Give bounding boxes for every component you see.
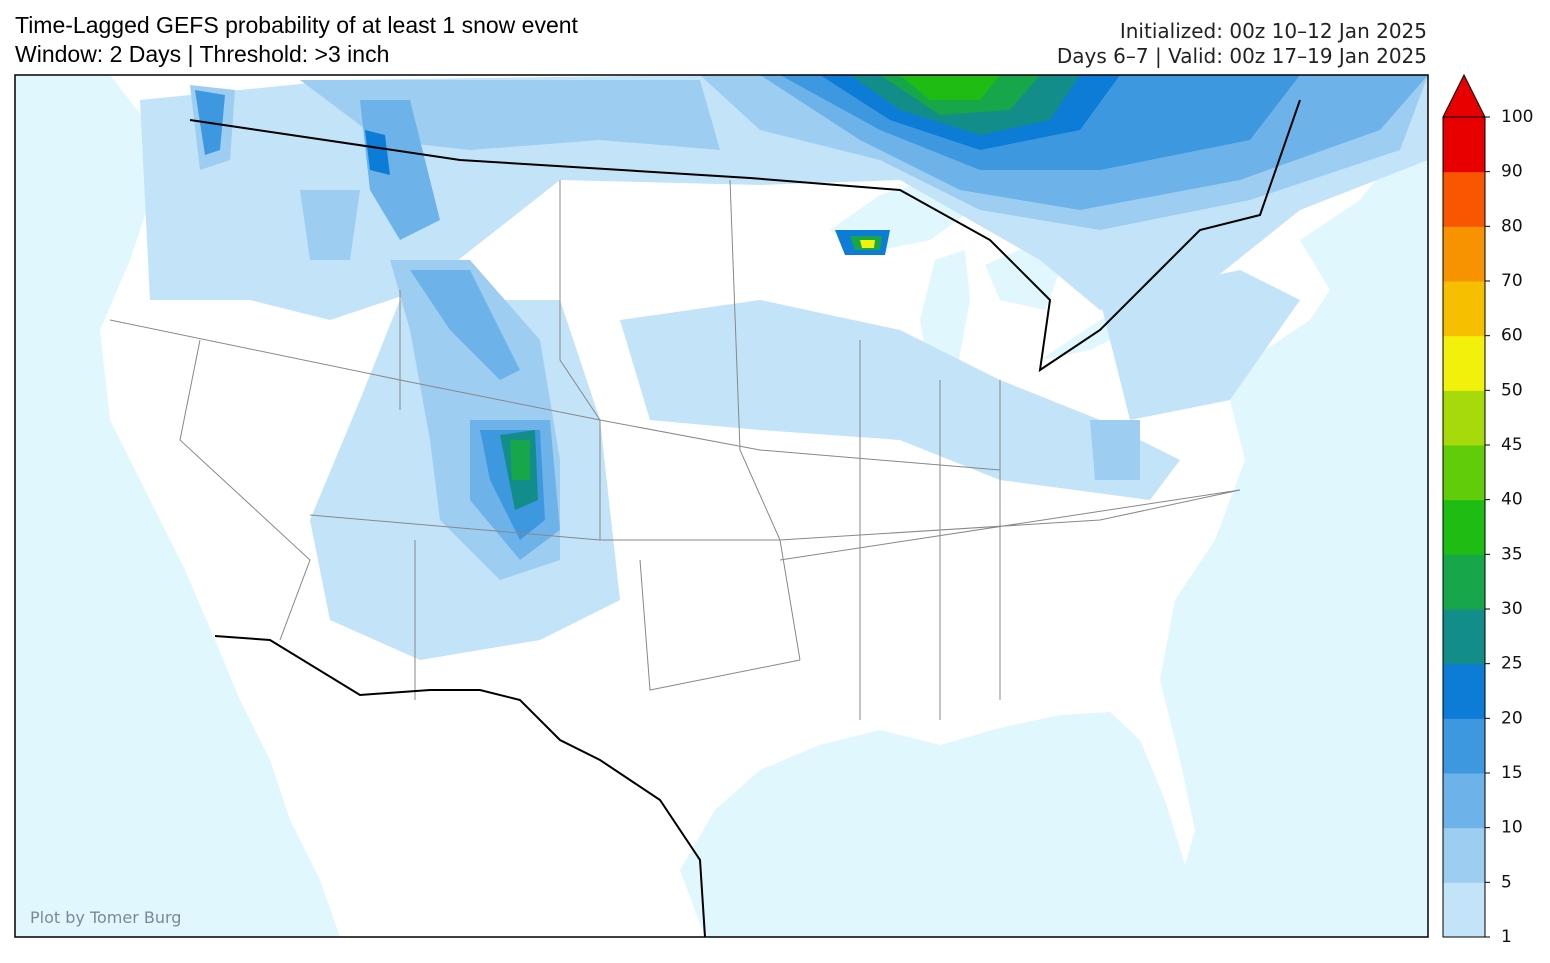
map-frame — [14, 74, 1429, 938]
colorbar-tick-label: 100 — [1501, 107, 1533, 127]
colorbar-bin — [1443, 499, 1485, 555]
snow-contour — [620, 300, 1180, 500]
colorbar-tick-label: 25 — [1501, 654, 1523, 674]
colorbar-tick-label: 10 — [1501, 818, 1523, 838]
colorbar-tick-label: 90 — [1501, 162, 1523, 182]
map: Plot by Tomer Burg — [15, 75, 1428, 937]
valid-text: Days 6–7 | Valid: 00z 17–19 Jan 2025 — [1057, 44, 1427, 68]
snow-contour — [365, 75, 1120, 255]
great-lakes — [830, 180, 1150, 380]
colorbar-tick-label: 40 — [1501, 490, 1523, 510]
colorbar-tick-label: 60 — [1501, 326, 1523, 346]
colorbar-bin — [1443, 609, 1485, 665]
snow-contour — [195, 75, 1300, 540]
colorbar-bin — [1443, 171, 1485, 227]
colorbar-bin — [1443, 663, 1485, 719]
colorbar-tick-label: 70 — [1501, 271, 1523, 291]
snow-contour — [1100, 270, 1300, 420]
colorbar-tick-label: 80 — [1501, 216, 1523, 236]
snow-contour — [900, 75, 1000, 100]
subtitle: Window: 2 Days | Threshold: >3 inch — [15, 41, 389, 67]
colorbar-tick-label: 20 — [1501, 708, 1523, 728]
colorbar-extend — [1442, 73, 1486, 118]
colorbar-tick-label: 50 — [1501, 380, 1523, 400]
colorbar-bin — [1443, 554, 1485, 610]
colorbar-tick-label: 15 — [1501, 763, 1523, 783]
borders — [189, 99, 1301, 937]
colorbar-tick-label: 30 — [1501, 599, 1523, 619]
snow-contour — [860, 240, 875, 248]
colorbar-tick-label: 5 — [1501, 872, 1512, 892]
colorbar-bin — [1443, 445, 1485, 501]
colorbar-bin — [1443, 335, 1485, 391]
snow-field — [140, 75, 1428, 660]
colorbar-bin — [1443, 390, 1485, 446]
colorbar-frame — [1442, 116, 1486, 938]
snow-contour — [500, 75, 1080, 510]
colorbar-bin — [1443, 718, 1485, 774]
title: Time-Lagged GEFS probability of at least… — [15, 12, 579, 38]
colorbar-bin — [1443, 882, 1485, 938]
init-text: Initialized: 00z 10–12 Jan 2025 — [1120, 19, 1427, 43]
colorbar-bin — [1443, 773, 1485, 829]
colorbar-tick-label: 45 — [1501, 435, 1523, 455]
colorbar-tick-label: 1 — [1501, 927, 1512, 947]
state-lines — [109, 179, 1241, 720]
colorbar-bin — [1443, 117, 1485, 173]
colorbar-bin — [1443, 281, 1485, 337]
colorbar-bin — [1443, 226, 1485, 282]
colorbar-bin — [1443, 827, 1485, 883]
credit: Plot by Tomer Burg — [30, 908, 181, 927]
colorbar-tick-label: 35 — [1501, 544, 1523, 564]
